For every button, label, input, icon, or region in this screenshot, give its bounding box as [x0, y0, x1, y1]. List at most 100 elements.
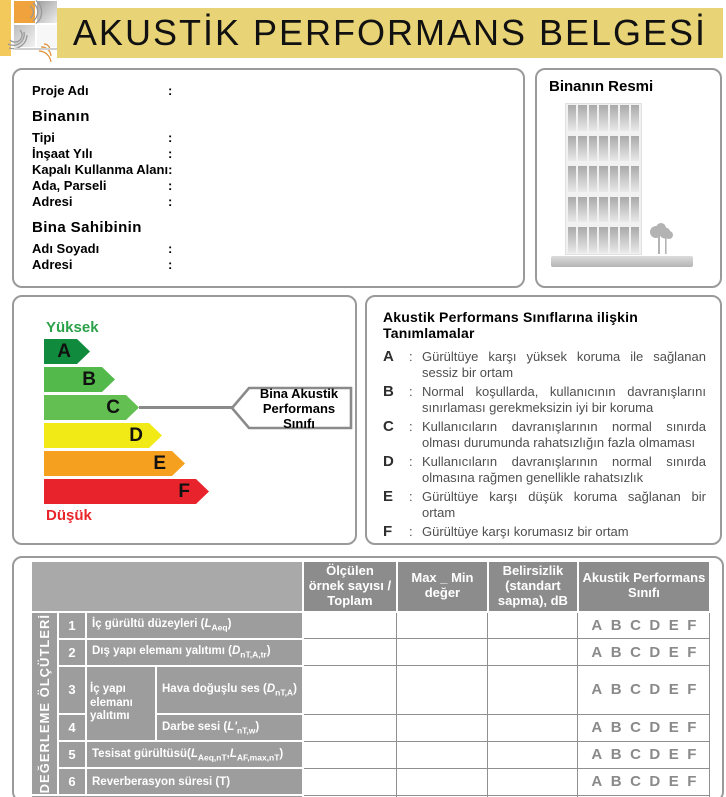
callout-line2: Performans Sınıfı: [262, 400, 336, 431]
col-performance-class: Akustik Performans Sınıfı: [576, 560, 711, 613]
definitions-title: Akustik Performans Sınıflarına ilişkin T…: [383, 309, 639, 341]
definition-item-C: C: Kullanıcıların davranışlarının normal …: [383, 418, 706, 451]
class-option-A: A: [591, 643, 603, 661]
form-field: Adı Soyadı:: [32, 241, 513, 256]
sample-count-cell: [302, 713, 398, 742]
row-number: 1: [57, 610, 87, 640]
acoustic-logo-icon: [0, 0, 58, 64]
class-option-F: F: [687, 773, 697, 791]
building-window: [578, 196, 587, 223]
field-label: Adı Soyadı: [32, 241, 100, 256]
uncertainty-cell: [487, 713, 579, 742]
form-field: Adresi:: [32, 194, 513, 209]
class-arrow-A: A: [44, 339, 90, 364]
class-option-F: F: [687, 643, 697, 661]
class-letter: F: [178, 481, 190, 502]
criterion-label: Hava doğuşlu ses (DnT,A): [155, 664, 304, 716]
callout-line1: Bina Akustik: [259, 385, 339, 401]
field-value: [178, 146, 513, 161]
header-band: AKUSTİK PERFORMANS BELGESİ: [57, 8, 723, 58]
scale-low-label: Düşük: [46, 507, 92, 524]
field-value: [178, 257, 513, 272]
building-window: [588, 135, 598, 162]
definition-letter: A: [383, 348, 394, 365]
building-window: [630, 227, 639, 253]
field-label: Ada, Parseli: [32, 178, 107, 193]
class-letter: A: [57, 341, 71, 362]
uncertainty-cell: [487, 767, 579, 796]
building-window: [620, 227, 629, 253]
field-label: Adresi: [32, 257, 73, 272]
group-label-cell: İç yapı elemanı yalıtımı: [85, 664, 157, 743]
row-number: 3: [57, 664, 87, 716]
class-option-B: B: [610, 681, 622, 699]
criterion-label: Dış yapı elemanı yalıtımı (DnT,A,tr): [85, 637, 304, 667]
building-window: [578, 166, 587, 192]
row-number: 6: [57, 767, 87, 797]
form-field: Ada, Parseli:: [32, 178, 513, 193]
field-value: [178, 178, 513, 193]
callout-shape: [230, 386, 353, 430]
building-window: [599, 227, 608, 253]
row-number: 2: [57, 637, 87, 667]
class-option-C: C: [630, 719, 641, 737]
sample-count-cell: [302, 740, 398, 769]
building-window: [588, 105, 598, 131]
building-window: [568, 166, 577, 192]
class-option-B: B: [610, 617, 622, 635]
definition-text: Gürültüye karşı korumasız bir ortam: [422, 524, 629, 539]
definition-letter: B: [383, 383, 394, 400]
criterion-label: Reverberasyon süresi (T): [85, 767, 304, 797]
class-letter: B: [82, 369, 96, 390]
row-number: 4: [57, 713, 87, 743]
definition-text: Kullanıcıların davranışlarının normal sı…: [422, 454, 706, 485]
class-option-D: D: [649, 617, 661, 635]
definitions-box: Akustik Performans Sınıflarına ilişkin T…: [365, 295, 722, 545]
criterion-label: Darbe sesi (L'nT,w): [155, 713, 304, 743]
building-window: [609, 196, 619, 223]
col-uncertainty: Belirsizlik (standart sapma), dB: [486, 560, 579, 613]
definition-letter: E: [383, 488, 394, 505]
building-window: [599, 196, 608, 223]
definition-item-A: A: Gürültüye karşı yüksek koruma ile sağl…: [383, 348, 706, 381]
building-window: [599, 105, 608, 131]
class-option-D: D: [649, 719, 661, 737]
field-label: Adresi: [32, 194, 73, 209]
uncertainty-cell: [487, 638, 579, 667]
class-option-F: F: [687, 681, 697, 699]
building-window: [620, 196, 629, 223]
uncertainty-cell: [487, 740, 579, 769]
col-sample-count: Ölçülen örnek sayısı / Toplam: [301, 560, 398, 613]
field-value: [178, 162, 513, 177]
evaluation-table: Ölçülen örnek sayısı / Toplam Max _ Min …: [30, 560, 711, 797]
criterion-label: Tesisat gürültüsü(LAeq,nT,LAF,max,nT): [85, 740, 304, 770]
class-option-A: A: [591, 773, 603, 791]
form-section-label: Binanın: [32, 108, 90, 125]
building-window: [630, 135, 639, 162]
class-option-F: F: [687, 617, 697, 635]
class-option-D: D: [649, 643, 661, 661]
form-field: Kapalı Kullanma Alanı:: [32, 162, 513, 177]
class-option-C: C: [630, 617, 641, 635]
class-letter: E: [153, 453, 166, 474]
sample-count-cell: [302, 665, 398, 715]
class-option-B: B: [610, 643, 622, 661]
uncertainty-cell: [487, 611, 579, 640]
definition-text: Gürültüye karşı düşük koruma sağlanan bi…: [422, 489, 706, 520]
building-window: [588, 227, 598, 253]
class-option-A: A: [591, 719, 603, 737]
class-arrow-C: C: [44, 395, 139, 420]
building-window: [568, 105, 577, 131]
class-arrow-F: F: [44, 479, 209, 504]
class-option-A: A: [591, 681, 603, 699]
criterion-label: İç gürültü düzeyleri (LAeq): [85, 610, 304, 640]
scale-high-label: Yüksek: [46, 319, 99, 336]
building-window: [630, 196, 639, 223]
definition-text: Normal koşullarda, kullanıcının davranış…: [422, 384, 706, 415]
